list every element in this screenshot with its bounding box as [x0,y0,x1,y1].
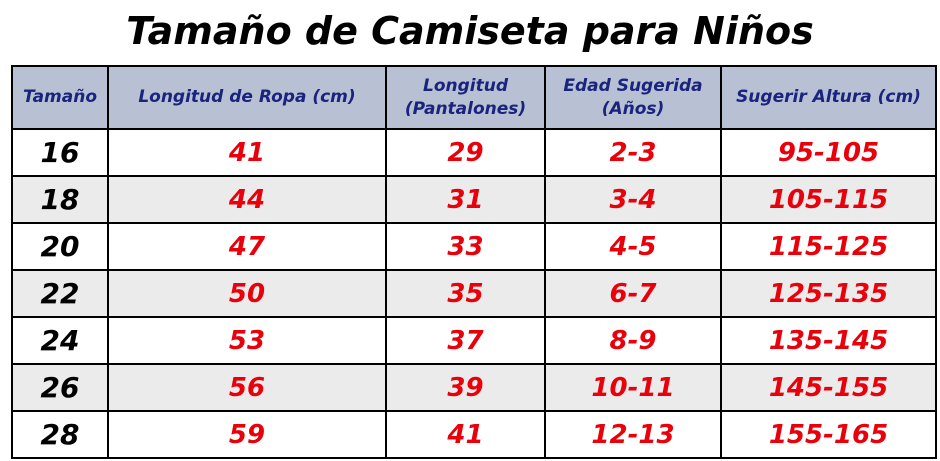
header-size: Tamaño [11,65,109,130]
garment-length-cell: 50 [107,269,387,318]
header-suggested-height-label: Sugerir Altura (cm) [736,87,921,107]
table-row: 20 47 33 4-5 115-125 [11,222,937,271]
garment-length-cell: 41 [107,128,387,177]
size-cell: 28 [11,410,109,459]
size-chart-table: Tamaño Longitud de Ropa (cm) Longitud (P… [11,65,937,459]
height-cell: 105-115 [720,175,937,224]
table-row: 18 44 31 3-4 105-115 [11,175,937,224]
age-cell: 2-3 [544,128,722,177]
table-row: 16 41 29 2-3 95-105 [11,128,937,177]
header-garment-length: Longitud de Ropa (cm) [107,65,387,130]
size-cell: 20 [11,222,109,271]
garment-length-cell: 44 [107,175,387,224]
size-cell: 24 [11,316,109,365]
garment-length-cell: 59 [107,410,387,459]
header-suggested-height: Sugerir Altura (cm) [720,65,937,130]
table-row: 22 50 35 6-7 125-135 [11,269,937,318]
height-cell: 155-165 [720,410,937,459]
pants-length-cell: 39 [385,363,546,412]
height-cell: 95-105 [720,128,937,177]
header-suggested-age-line1: Edad Sugerida [563,75,703,96]
age-cell: 8-9 [544,316,722,365]
age-cell: 3-4 [544,175,722,224]
garment-length-cell: 56 [107,363,387,412]
pants-length-cell: 37 [385,316,546,365]
size-cell: 18 [11,175,109,224]
height-cell: 115-125 [720,222,937,271]
page-title: Tamaño de Camiseta para Niños [126,9,814,53]
pants-length-cell: 41 [385,410,546,459]
garment-length-cell: 53 [107,316,387,365]
height-cell: 125-135 [720,269,937,318]
age-cell: 4-5 [544,222,722,271]
header-suggested-age: Edad Sugerida (Años) [544,65,722,130]
garment-length-cell: 47 [107,222,387,271]
header-suggested-age-line2: (Años) [601,98,665,119]
header-size-label: Tamaño [22,87,98,107]
age-cell: 10-11 [544,363,722,412]
age-cell: 6-7 [544,269,722,318]
pants-length-cell: 31 [385,175,546,224]
table-header-row: Tamaño Longitud de Ropa (cm) Longitud (P… [11,65,937,130]
size-cell: 16 [11,128,109,177]
header-garment-length-label: Longitud de Ropa (cm) [138,87,356,107]
table-row: 28 59 41 12-13 155-165 [11,410,937,459]
table-row: 24 53 37 8-9 135-145 [11,316,937,365]
table-row: 26 56 39 10-11 145-155 [11,363,937,412]
pants-length-cell: 35 [385,269,546,318]
height-cell: 145-155 [720,363,937,412]
pants-length-cell: 29 [385,128,546,177]
header-pants-length: Longitud (Pantalones) [385,65,546,130]
pants-length-cell: 33 [385,222,546,271]
size-cell: 22 [11,269,109,318]
header-pants-length-line1: Longitud [422,75,508,96]
age-cell: 12-13 [544,410,722,459]
height-cell: 135-145 [720,316,937,365]
size-cell: 26 [11,363,109,412]
header-pants-length-line2: (Pantalones) [404,98,527,119]
